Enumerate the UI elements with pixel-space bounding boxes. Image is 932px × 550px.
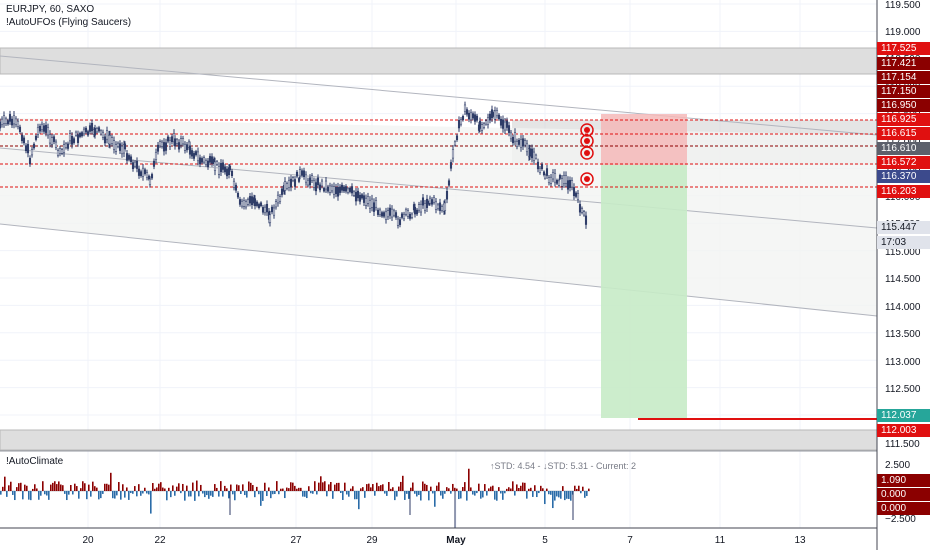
price-tag: 116.370 <box>877 170 930 183</box>
osc-tick-label: 2.500 <box>885 460 911 471</box>
time-tick-label: 11 <box>714 535 726 546</box>
price-tag: 117.525 <box>877 42 930 55</box>
time-tick-label: 27 <box>290 535 302 546</box>
time-tick-label: 20 <box>82 535 94 546</box>
price-tag: 117.421 <box>877 57 930 70</box>
price-tick-label: 113.000 <box>885 357 921 368</box>
price-tick-label: 113.500 <box>885 329 921 340</box>
price-tag: 116.572 <box>877 156 930 169</box>
time-tick-label: 13 <box>794 535 806 546</box>
osc-tag: 1.090 <box>877 474 930 487</box>
time-tick-label: 5 <box>542 535 548 546</box>
candlestick-series <box>0 101 588 229</box>
osc-tick-label: −2.500 <box>885 514 916 525</box>
price-tag: 117.154 <box>877 71 930 84</box>
price-tag: 116.950 <box>877 99 930 112</box>
price-tag: 116.615 <box>877 127 930 140</box>
price-tick-label: 115.000 <box>885 247 921 258</box>
price-tag: 115.447 <box>877 221 930 234</box>
time-tick-label: May <box>446 535 466 546</box>
price-tag: 112.037 <box>877 409 930 422</box>
signal-markers <box>580 123 594 186</box>
signal-marker <box>580 172 594 186</box>
upper-gray-zone <box>0 47 878 75</box>
channel-upper-line <box>0 55 878 136</box>
time-tick-label: 7 <box>627 535 633 546</box>
indicator-legend[interactable]: !AutoUFOs (Flying Saucers) <box>6 17 132 28</box>
price-channel <box>0 118 877 316</box>
signal-marker <box>580 123 594 137</box>
stop-loss-zone[interactable] <box>601 114 687 165</box>
time-tick-label: 22 <box>154 535 166 546</box>
price-tick-label: 112.500 <box>885 384 921 395</box>
climate-histogram <box>0 468 590 528</box>
price-tick-label: 114.500 <box>885 274 921 285</box>
sub-pane-legend[interactable]: !AutoClimate <box>6 456 64 467</box>
osc-tag: 0.000 <box>877 502 930 515</box>
signal-marker <box>580 146 594 160</box>
osc-tag: 0.000 <box>877 488 930 501</box>
symbol-legend[interactable]: EURJPY, 60, SAXO <box>6 4 95 15</box>
price-tag: 116.610 <box>877 142 930 155</box>
channel-mid-line <box>0 147 878 229</box>
lower-gray-zone <box>0 429 878 451</box>
price-tick-label: 111.500 <box>885 439 920 450</box>
price-tag: 116.203 <box>877 185 930 198</box>
price-tag: 17:03 <box>877 236 930 249</box>
price-tag: 112.003 <box>877 424 930 437</box>
price-tick-label: 119.000 <box>885 27 921 38</box>
price-tick-label: 114.000 <box>885 302 921 313</box>
climate-stats: ↑STD: 4.54 - ↓STD: 5.31 - Current: 2 <box>490 461 637 471</box>
price-tick-label: 116.500 <box>885 164 920 176</box>
channel-lower-line <box>0 223 878 317</box>
price-tag: 117.150 <box>877 85 930 98</box>
take-profit-zone[interactable] <box>601 165 687 418</box>
price-tick-label: 119.500 <box>885 0 921 11</box>
price-tag: 116.925 <box>877 113 930 126</box>
level-lines <box>0 119 877 188</box>
time-tick-label: 29 <box>366 535 378 546</box>
